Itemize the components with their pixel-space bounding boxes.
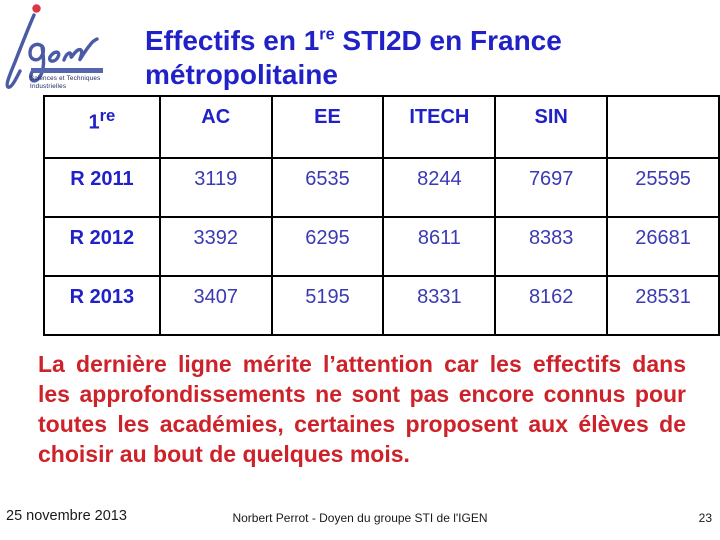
igen-logo-script [5, 4, 103, 89]
table-cell: 3119 [158, 157, 273, 218]
table-cell: 8383 [494, 216, 609, 277]
table-cell: 25595 [606, 157, 720, 218]
table-cell: 3407 [158, 275, 273, 336]
logo-dot-icon [32, 4, 41, 13]
page-number: 23 [698, 511, 712, 525]
table-cell: 8611 [382, 216, 497, 277]
logo-subtext-line1: Sciences et Techniques [30, 75, 101, 82]
table-cell: 28531 [606, 275, 720, 336]
table-header-sin: SIN [494, 95, 609, 159]
table-header-1re: 1re [43, 95, 161, 159]
table-header-row: 1re AC EE ITECH SIN [43, 95, 720, 159]
table-row-r2012: R 2012 3392 6295 8611 8383 26681 [43, 216, 720, 277]
table-cell: 6295 [270, 216, 385, 277]
table-cell: 7697 [494, 157, 609, 218]
table-header-itech: ITECH [382, 95, 497, 159]
table-cell: 8162 [494, 275, 609, 336]
title-line1-pre: Effectifs en 1 [145, 25, 320, 56]
header-superscript: re [99, 106, 116, 125]
row-label: R 2012 [43, 216, 161, 277]
table-row-r2013: R 2013 3407 5195 8331 8162 28531 [43, 275, 720, 336]
table-header-ac: AC [158, 95, 273, 159]
footer-author: Norbert Perrot - Doyen du groupe STI de … [232, 511, 488, 525]
logo-subtext: Sciences et Techniques Industrielles [30, 75, 100, 91]
note-text: La dernière ligne mérite l’attention car… [38, 351, 686, 467]
table-header-ee: EE [270, 95, 385, 159]
table-cell: 3392 [158, 216, 273, 277]
logo-underline-bar [31, 68, 103, 73]
table-cell: 8244 [382, 157, 497, 218]
row-label: R 2011 [43, 157, 161, 218]
title-superscript: re [319, 25, 335, 44]
row-label: R 2013 [43, 275, 161, 336]
table-cell: 6535 [270, 157, 385, 218]
table-header-total [606, 95, 720, 159]
table-cell: 5195 [270, 275, 385, 336]
table-cell: 8331 [382, 275, 497, 336]
footer-date: 25 novembre 2013 [6, 508, 127, 524]
page-title: Effectifs en 1re STI2D en France métropo… [145, 24, 705, 92]
title-line2: métropolitaine [145, 59, 338, 91]
logo-subtext-line2: Industrielles [30, 82, 67, 90]
table-cell: 26681 [606, 216, 720, 277]
igen-logo: Sciences et Techniques Industrielles [0, 0, 130, 100]
title-line1-post: STI2D en France [334, 25, 562, 56]
effectifs-table: 1re AC EE ITECH SIN R 2011 3119 6535 824… [43, 95, 720, 336]
table-row-r2011: R 2011 3119 6535 8244 7697 25595 [43, 157, 720, 218]
